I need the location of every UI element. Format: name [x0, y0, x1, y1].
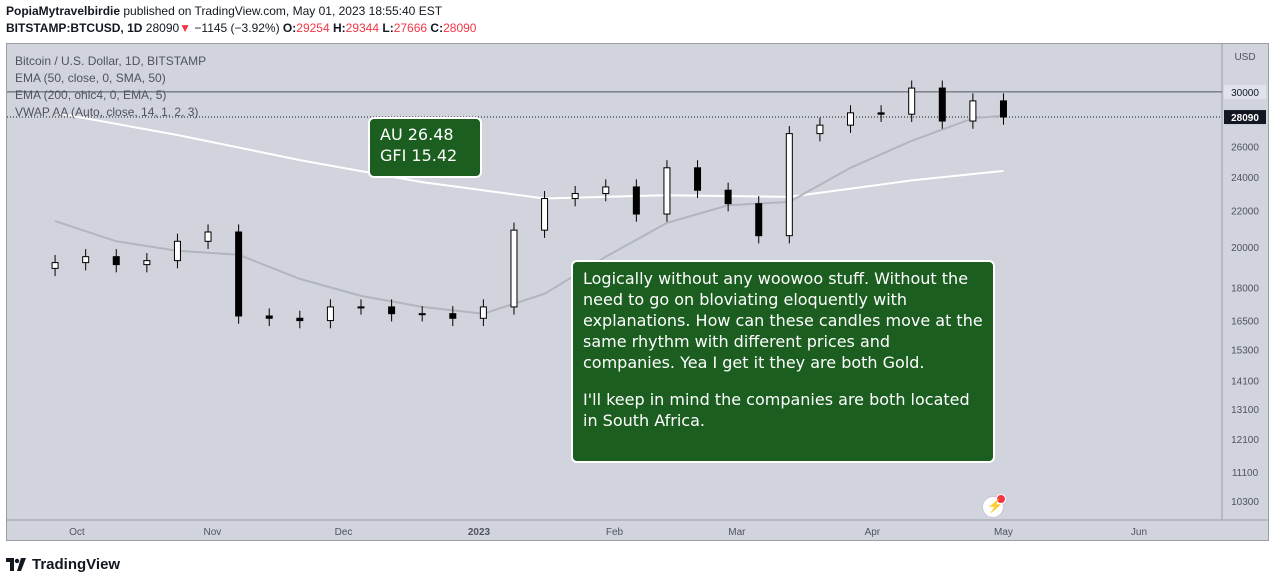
y-tick-label: 14100: [1231, 377, 1259, 388]
publish-text: published on TradingView.com, May 01, 20…: [120, 4, 443, 18]
x-tick-label: Nov: [204, 527, 222, 538]
open-label: O:: [282, 21, 297, 35]
candle-body: [510, 229, 518, 308]
y-tick-label: 26000: [1231, 143, 1259, 154]
alert-bolt-icon[interactable]: [982, 494, 1006, 518]
tradingview-logo[interactable]: TradingView: [6, 556, 120, 573]
publisher-name: PopiaMytravelbirdie: [6, 4, 121, 18]
ema200-line: [54, 111, 1004, 200]
legend-title: Bitcoin / U.S. Dollar, 1D, BITSTAMP: [15, 54, 207, 68]
symbol: BITSTAMP:BTCUSD, 1D: [6, 21, 143, 35]
note-au: AU 26.48: [380, 125, 454, 144]
candle-body: [357, 306, 365, 309]
y-tick-label: 16500: [1231, 317, 1259, 328]
y-tick-label: 18000: [1231, 283, 1259, 294]
candle-body: [326, 306, 334, 322]
candle-body: [816, 124, 824, 135]
low-label: L:: [382, 21, 394, 35]
candle-body: [877, 112, 885, 115]
low-value: 27666: [393, 21, 428, 35]
last-price: 28090: [145, 21, 180, 35]
publish-info: PopiaMytravelbirdie published on Trading…: [6, 4, 442, 18]
candle-body: [173, 240, 181, 262]
note-paragraph-2: I'll keep in mind the companies are both…: [583, 390, 970, 430]
x-tick-label: Feb: [606, 527, 624, 538]
brand-name: TradingView: [32, 556, 121, 573]
candle-body: [908, 87, 916, 115]
x-tick-label: May: [994, 527, 1013, 538]
candle-body: [51, 262, 59, 269]
alert-dot-icon: [996, 494, 1006, 504]
candle-body: [541, 198, 549, 231]
current-price-label: 28090: [1231, 113, 1259, 124]
x-tick-label: Mar: [728, 527, 746, 538]
candle-body: [999, 100, 1007, 118]
ema50-line: [54, 114, 1004, 315]
candle-body: [724, 189, 732, 205]
candle-body: [204, 231, 212, 242]
price-axis-panel: [1222, 44, 1268, 540]
axis-unit-label: USD: [1234, 52, 1255, 63]
candle-body: [82, 256, 90, 264]
y-tick-label: 11100: [1232, 468, 1259, 479]
tradingview-logo-icon: [6, 558, 26, 571]
legend-vwap[interactable]: VWAP AA (Auto, close, 14, 1, 2, 3): [15, 105, 199, 119]
candle-body: [112, 256, 120, 266]
x-tick-label: Dec: [335, 527, 353, 538]
close-value: 28090: [443, 21, 477, 35]
y-tick-label: 15300: [1231, 345, 1259, 356]
legend-ema200[interactable]: EMA (200, ohlc4, 0, EMA, 5): [15, 88, 167, 102]
chart-panel[interactable]: USD 30000 26000 24000 22000 20000 18000 16500 15…: [6, 43, 1269, 541]
candle-body: [663, 167, 671, 215]
y-tick-label: 13100: [1231, 405, 1259, 416]
y-tick-label: 12100: [1231, 435, 1259, 446]
candle-body: [479, 306, 487, 319]
open-value: 29254: [296, 21, 330, 35]
candle-body: [785, 133, 793, 237]
x-tick-label: Apr: [865, 527, 881, 538]
price-chart[interactable]: USD 30000 26000 24000 22000 20000 18000 16500 15…: [7, 44, 1268, 540]
candle-body: [296, 317, 304, 322]
candle-body: [143, 260, 151, 266]
candle-body: [571, 193, 579, 200]
down-arrow-icon: ▼: [179, 21, 192, 35]
high-value: 29344: [345, 21, 380, 35]
y-tick-label: 22000: [1231, 207, 1259, 218]
reference-price-label-bg: [1224, 84, 1266, 99]
x-tick-label: Oct: [69, 527, 85, 538]
symbol-info: BITSTAMP:BTCUSD, 1D 28090▼ −1145 (−3.92%…: [6, 21, 476, 35]
candle-body: [755, 203, 763, 237]
y-tick-label: 10300: [1231, 497, 1259, 508]
candle-body: [938, 87, 946, 122]
high-label: H:: [332, 21, 346, 35]
candle-body: [602, 186, 610, 195]
close-label: C:: [430, 21, 444, 35]
candle-body: [969, 100, 977, 122]
x-tick-label: 2023: [468, 527, 491, 538]
candle-body: [235, 231, 243, 317]
note-gfi: GFI 15.42: [380, 146, 458, 165]
candle-body: [694, 167, 702, 191]
y-tick-label: 20000: [1231, 243, 1259, 254]
candle-body: [847, 112, 855, 126]
candle-body: [265, 315, 273, 319]
price-change: −1145 (−3.92%): [194, 21, 280, 35]
candle-body: [632, 186, 640, 215]
candle-body: [449, 313, 457, 319]
reference-price-label: 30000: [1231, 88, 1259, 99]
note-commentary: Logically without any woowoo stuff. With…: [571, 260, 995, 463]
candle-body: [418, 313, 426, 316]
note-gold-prices: AU 26.48 GFI 15.42: [368, 117, 482, 178]
current-price-label-bg: [1224, 110, 1266, 125]
x-tick-label: Jun: [1131, 527, 1147, 538]
legend-ema50[interactable]: EMA (50, close, 0, SMA, 50): [15, 71, 166, 85]
candle-body: [388, 306, 396, 315]
y-tick-label: 24000: [1231, 173, 1259, 184]
note-paragraph-1: Logically without any woowoo stuff. With…: [583, 269, 983, 372]
